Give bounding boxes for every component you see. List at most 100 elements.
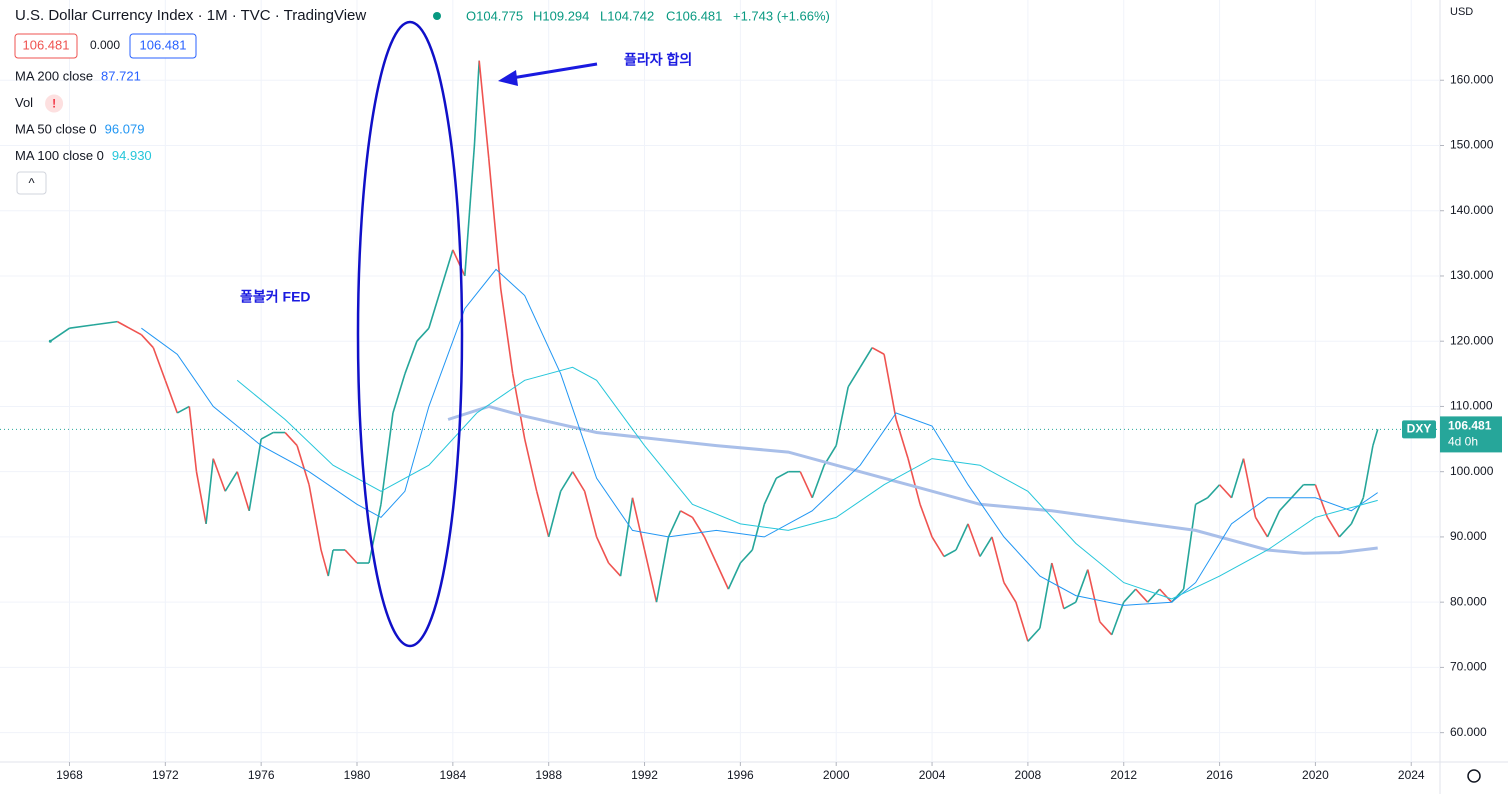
price-segment (327, 549, 334, 577)
bid: 106.481 (23, 37, 70, 52)
price-segment (205, 458, 215, 524)
price-segment (595, 536, 610, 564)
price-segment (69, 324, 94, 329)
price-segment (1087, 569, 1101, 622)
price-tag (1440, 416, 1502, 453)
collapse-button[interactable] (16, 171, 47, 195)
price-segment (607, 562, 622, 577)
price-segment (188, 406, 198, 472)
price-segment (835, 386, 849, 446)
price-segment (195, 471, 207, 525)
price-segment (344, 549, 358, 564)
price-segment (473, 60, 481, 146)
price-segment (1015, 601, 1029, 642)
price-segment (452, 249, 466, 277)
price-segment (1099, 621, 1113, 636)
price-segment (847, 366, 861, 388)
spread: 0.000 (90, 38, 120, 52)
price-segment (487, 158, 502, 290)
price-segment (859, 347, 873, 368)
price-segment (1266, 510, 1281, 538)
price-segment (907, 458, 921, 505)
grid (0, 0, 1440, 762)
ask-box[interactable] (129, 33, 197, 59)
price-segment (93, 320, 118, 326)
currency: USD (1450, 6, 1473, 18)
x-tick-label: 1992 (631, 768, 658, 782)
price-segment (703, 536, 718, 564)
price-segment (883, 354, 897, 420)
price-segment (248, 438, 262, 511)
price-segment (1027, 627, 1041, 642)
price-segment (871, 347, 885, 355)
price-segment (1135, 588, 1149, 603)
price-segment (811, 464, 825, 499)
price-segment (284, 431, 298, 447)
y-tick-label: 60.000 (1450, 725, 1487, 739)
price-segment (1075, 569, 1089, 603)
price-segment (1326, 516, 1341, 538)
price-segment (1350, 497, 1365, 525)
annotation: 폴볼커 FED (240, 289, 311, 305)
moving-average (447, 404, 1378, 555)
price-segment (380, 412, 394, 505)
y-tick-label: 100.000 (1450, 464, 1494, 478)
price-segment (1159, 588, 1173, 603)
price-segment (979, 536, 993, 557)
price-segment (464, 145, 476, 277)
price-segment (583, 491, 598, 538)
moving-average (141, 268, 1378, 606)
x-tick-label: 1980 (344, 768, 371, 782)
price-segment (49, 327, 70, 342)
price-segment (140, 334, 154, 349)
y-tick-label: 90.000 (1450, 529, 1487, 543)
ohlc: O104.775 H109.294 L104.742 C106.481 +1.743 (… (466, 8, 830, 23)
y-tick-label: 160.000 (1450, 72, 1494, 86)
ask: 106.481 (140, 37, 187, 52)
price-segment (523, 438, 538, 492)
legend-value: 87.721 (101, 68, 141, 83)
price-segment (296, 445, 310, 485)
price-segment (943, 549, 957, 558)
y-tick-label: 80.000 (1450, 594, 1487, 608)
price-segment (1278, 497, 1293, 512)
market-status[interactable] (433, 12, 441, 20)
bid-box[interactable] (14, 33, 78, 59)
price-segment (895, 419, 909, 459)
y-tick-label: 130.000 (1450, 268, 1494, 282)
symbol-tag-label: DXY (1407, 422, 1432, 436)
price-segment (691, 516, 706, 538)
price-segment (775, 470, 789, 479)
price-segment (392, 373, 406, 414)
legend-name: MA 50 close 0 (15, 121, 97, 136)
price-segment (1362, 445, 1374, 498)
price-segment (176, 405, 190, 414)
price-segment (955, 523, 969, 551)
x-tick-label: 1996 (727, 768, 754, 782)
plot (0, 60, 1440, 642)
symbol-tag (1402, 420, 1436, 439)
price-segment (667, 510, 682, 538)
price-segment (1206, 484, 1221, 499)
price-segment (478, 60, 490, 159)
price-segment (1230, 458, 1245, 499)
legend-value: 94.930 (112, 148, 152, 163)
x-tick-label: 1968 (56, 768, 83, 782)
x-tick-label: 2020 (1302, 768, 1329, 782)
legend-name: Vol (15, 95, 33, 110)
price-segment (428, 288, 442, 329)
x-tick-label: 1984 (439, 768, 466, 782)
price-segment (260, 431, 274, 440)
ohlc-value: O104.775 (466, 8, 523, 23)
price-segment (1254, 516, 1269, 538)
x-tick-label: 1988 (535, 768, 562, 782)
x-tick-label: 2008 (1015, 768, 1042, 782)
x-tick-label: 2000 (823, 768, 850, 782)
price-segment (655, 536, 670, 603)
price-segment (1110, 601, 1125, 636)
x-tick-label: 1972 (152, 768, 179, 782)
price-segment (643, 549, 658, 603)
settings-icon[interactable] (1467, 769, 1481, 783)
